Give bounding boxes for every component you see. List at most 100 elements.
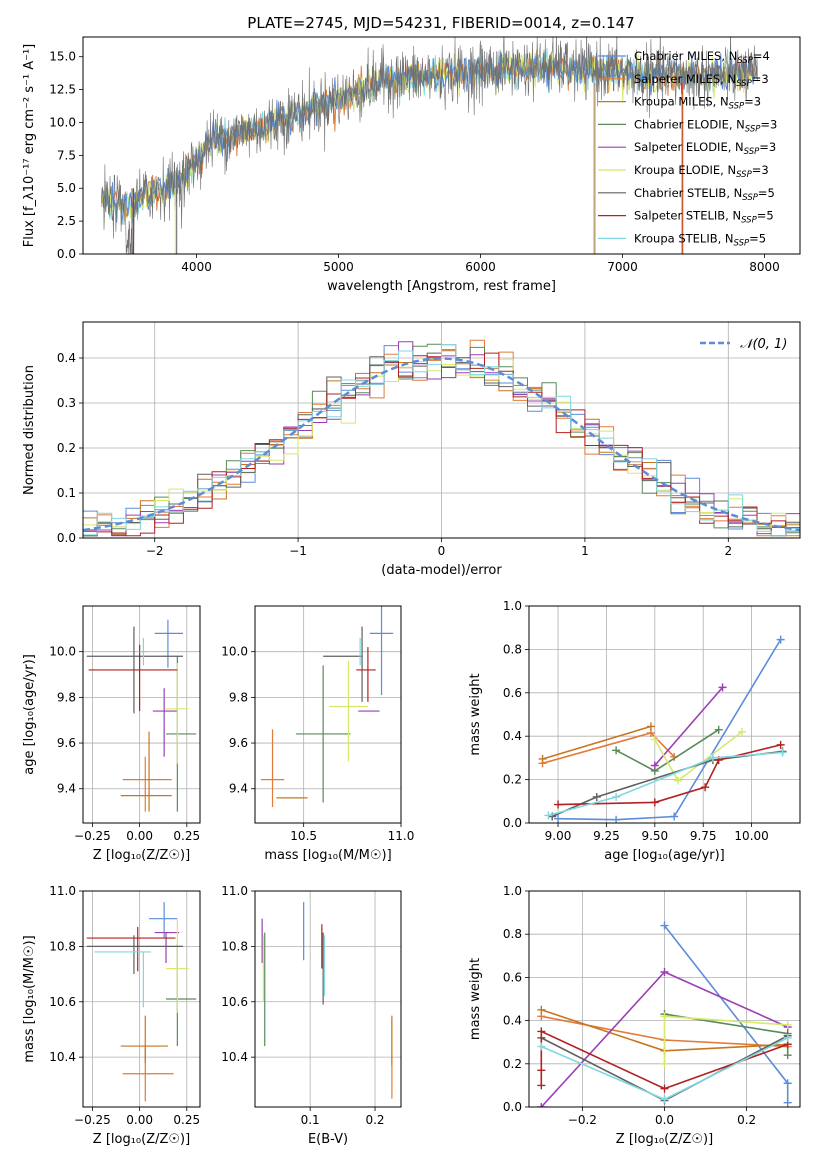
legend-label: Kroupa MILES, N: [634, 95, 729, 109]
x-tick-label: 6000: [465, 260, 496, 274]
x-axis-label: (data-model)/error: [381, 563, 502, 578]
series-line: [650, 683, 727, 770]
panel-weight-vs-Z: −0.2 0.0 0.2 0.0 0.2 0.4 0.6 0.8 1.0 Z [log₁₀(Z/Z…: [468, 884, 801, 1147]
legend-label: Kroupa ELODIE, N: [634, 163, 736, 177]
legend-label: Salpeter STELIB, N: [634, 209, 741, 223]
plus-marker: [708, 753, 717, 762]
x-tick-label: 9.00: [545, 829, 572, 843]
x-tick-label: 0.00: [126, 829, 153, 843]
plus-marker: [660, 1095, 669, 1104]
error-point: [323, 626, 363, 702]
legend-tail: =5: [749, 231, 766, 245]
error-point: [120, 731, 172, 812]
legend-tail: =3: [752, 163, 769, 177]
legend-tail: =3: [759, 140, 776, 154]
plus-marker: [537, 1027, 546, 1036]
y-tick-label: 0.2: [503, 773, 522, 787]
error-point: [86, 935, 184, 975]
legend-entry: 𝒩(0, 1): [740, 337, 787, 352]
legend-sub: SSP: [736, 79, 752, 89]
y-tick-label: 2.5: [57, 214, 76, 228]
y-tick-label: 0.6: [503, 686, 522, 700]
data-layer: [86, 902, 197, 1102]
x-axis-label: Z [log₁₀(Z/Z☉)]: [93, 1132, 190, 1147]
x-axis-label: Z [log₁₀(Z/Z☉)]: [93, 848, 190, 863]
series-line: [554, 740, 785, 809]
figure-title: PLATE=2745, MJD=54231, FIBERID=0014, z=0…: [247, 14, 634, 32]
plus-marker: [660, 968, 669, 976]
plus-marker: [612, 815, 621, 823]
x-axis-label: mass [log₁₀(M/M☉)]: [264, 848, 391, 863]
legend-tail: =4: [753, 49, 770, 63]
legend-label: Salpeter ELODIE, N: [634, 140, 744, 154]
x-tick-label: 9.25: [593, 829, 620, 843]
x-tick-label: −0.25: [74, 829, 111, 843]
y-tick-label: 1.0: [503, 884, 522, 898]
y-tick-label: 0.0: [57, 247, 76, 261]
legend-label: Chabrier ELODIE, N: [634, 117, 745, 131]
legend-tail: =3: [744, 95, 761, 109]
plus-marker: [783, 1079, 792, 1088]
y-tick-label: 0.4: [503, 729, 522, 743]
x-tick-label: 1: [581, 544, 589, 558]
x-tick-label: 0.1: [301, 1113, 320, 1127]
y-tick-label: 9.4: [57, 782, 76, 796]
y-axis-label: age [log₁₀(age/yr)]: [22, 654, 37, 775]
y-tick-label: 10.8: [49, 939, 76, 953]
plus-marker: [783, 1033, 792, 1042]
error-point: [260, 729, 285, 808]
y-tick-label: 7.5: [57, 148, 76, 162]
x-tick-label: 2: [724, 544, 732, 558]
x-tick-label: −2: [146, 544, 164, 558]
x-tick-label: 10.5: [290, 829, 317, 843]
x-tick-label: 0.2: [365, 1113, 384, 1127]
x-tick-label: 9.50: [641, 829, 668, 843]
y-tick-label: 0.4: [57, 351, 76, 365]
x-tick-label: −0.25: [74, 1113, 111, 1127]
error-point: [154, 619, 184, 668]
panel-age-vs-mass: 10.5 11.0 9.4 9.6 9.8 10.0 mass [log₁₀(M/M☉)]: [221, 605, 414, 863]
legend-sub: SSP: [744, 147, 760, 157]
y-axis-label: mass weight: [468, 673, 483, 755]
y-tick-label: 9.8: [57, 690, 76, 704]
panel-age-vs-Z: −0.25 0.00 0.25 9.4 9.6 9.8 10.0 Z [log₁₀(Z/Z☉)…: [22, 605, 201, 863]
x-tick-label: 0.00: [126, 1113, 153, 1127]
y-tick-label: 10.0: [221, 645, 248, 659]
y-tick-label: 0.4: [503, 1014, 522, 1028]
y-tick-label: 0.0: [503, 816, 522, 830]
plus-marker: [646, 722, 655, 731]
plus-marker: [670, 812, 679, 821]
plus-marker: [650, 761, 659, 770]
legend-entry: Salpeter STELIB, NSSP=5: [634, 209, 774, 226]
x-tick-label: 0.25: [173, 1113, 200, 1127]
y-tick-label: 0.8: [503, 642, 522, 656]
error-point: [295, 665, 351, 803]
legend-sub: SSP: [742, 193, 758, 203]
legend: 𝒩(0, 1): [700, 337, 787, 352]
legend-sub: SSP: [734, 238, 750, 248]
series-path: [542, 725, 652, 760]
plus-marker: [776, 635, 785, 644]
legend-sub: SSP: [737, 56, 753, 66]
series-path: [654, 686, 724, 767]
panel-weight-vs-age: 9.00 9.25 9.50 9.75 10.00 0.0 0.2 0.4 0.6 0.8 1.0 a…: [468, 599, 801, 863]
plus-marker: [660, 1012, 669, 1021]
plus-marker: [612, 746, 621, 755]
plot-frame: [254, 605, 402, 824]
plus-marker: [660, 1059, 669, 1068]
panel-mass-vs-Z: −0.25 0.00 0.25 10.4 10.6 10.8 11.0 Z [log₁₀(Z/…: [22, 884, 201, 1147]
series-line: [660, 921, 792, 1107]
plot-frame: [528, 605, 801, 824]
plus-marker: [660, 1084, 669, 1093]
plus-marker: [783, 1051, 792, 1060]
y-tick-label: 15.0: [49, 50, 76, 64]
x-tick-label: 0: [438, 544, 446, 558]
x-tick-label: 10.00: [734, 829, 768, 843]
y-tick-label: 0.8: [503, 927, 522, 941]
plus-marker: [701, 783, 710, 792]
y-tick-label: 9.6: [229, 736, 248, 750]
y-tick-label: 9.8: [229, 690, 248, 704]
histogram-series: [83, 344, 800, 537]
